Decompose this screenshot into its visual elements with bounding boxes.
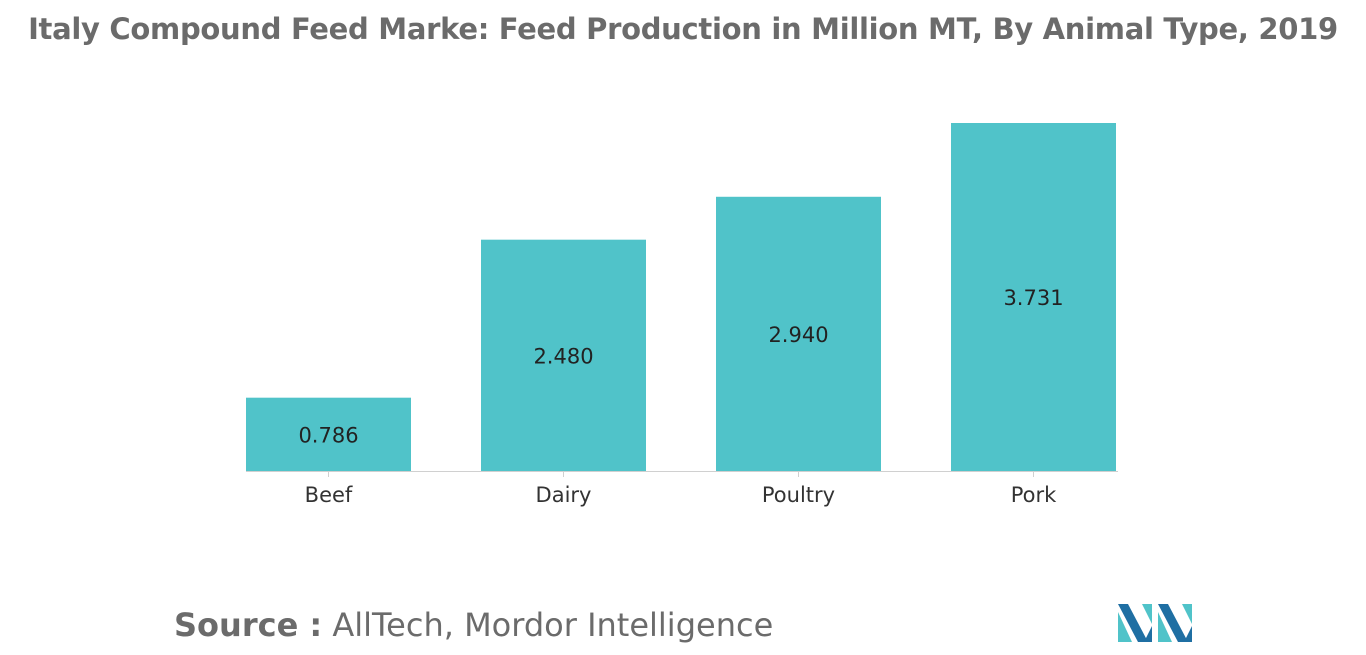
data-label-beef: 0.786 <box>298 423 358 447</box>
x-tick-label-poultry: Poultry <box>762 483 835 507</box>
mordor-intelligence-logo-icon <box>1118 604 1192 642</box>
data-label-dairy: 2.480 <box>533 344 593 368</box>
source-line: Source : AllTech, Mordor Intelligence <box>174 606 773 644</box>
data-label-pork: 3.731 <box>1003 286 1063 310</box>
x-tick-label-dairy: Dairy <box>536 483 592 507</box>
bar-poultry <box>716 196 881 471</box>
x-tick-label-beef: Beef <box>305 483 353 507</box>
data-label-poultry: 2.940 <box>768 323 828 347</box>
bar-dairy <box>481 239 646 471</box>
source-label: Source : <box>174 606 323 644</box>
bar-pork <box>951 123 1116 471</box>
chart-title: Italy Compound Feed Marke: Feed Producti… <box>28 12 1338 46</box>
bar-beef <box>246 397 411 471</box>
x-tick-label-pork: Pork <box>1011 483 1057 507</box>
source-text: AllTech, Mordor Intelligence <box>332 606 774 644</box>
